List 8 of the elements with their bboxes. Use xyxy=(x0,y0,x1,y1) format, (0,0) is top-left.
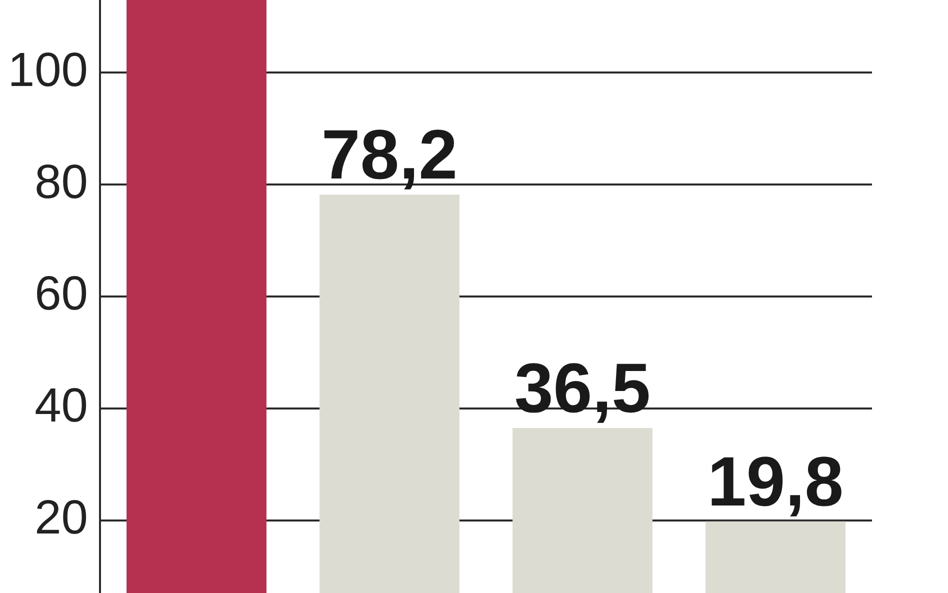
data-label: 78,2 xyxy=(321,116,458,194)
y-tick-label: 20 xyxy=(34,492,88,545)
y-tick-label: 80 xyxy=(34,156,88,209)
data-label: 19,8 xyxy=(707,442,844,520)
data-label: 36,5 xyxy=(514,348,651,427)
y-tick-label: 100 xyxy=(8,44,88,97)
y-tick-label: 40 xyxy=(34,380,88,433)
y-tick-label: 60 xyxy=(34,268,88,321)
